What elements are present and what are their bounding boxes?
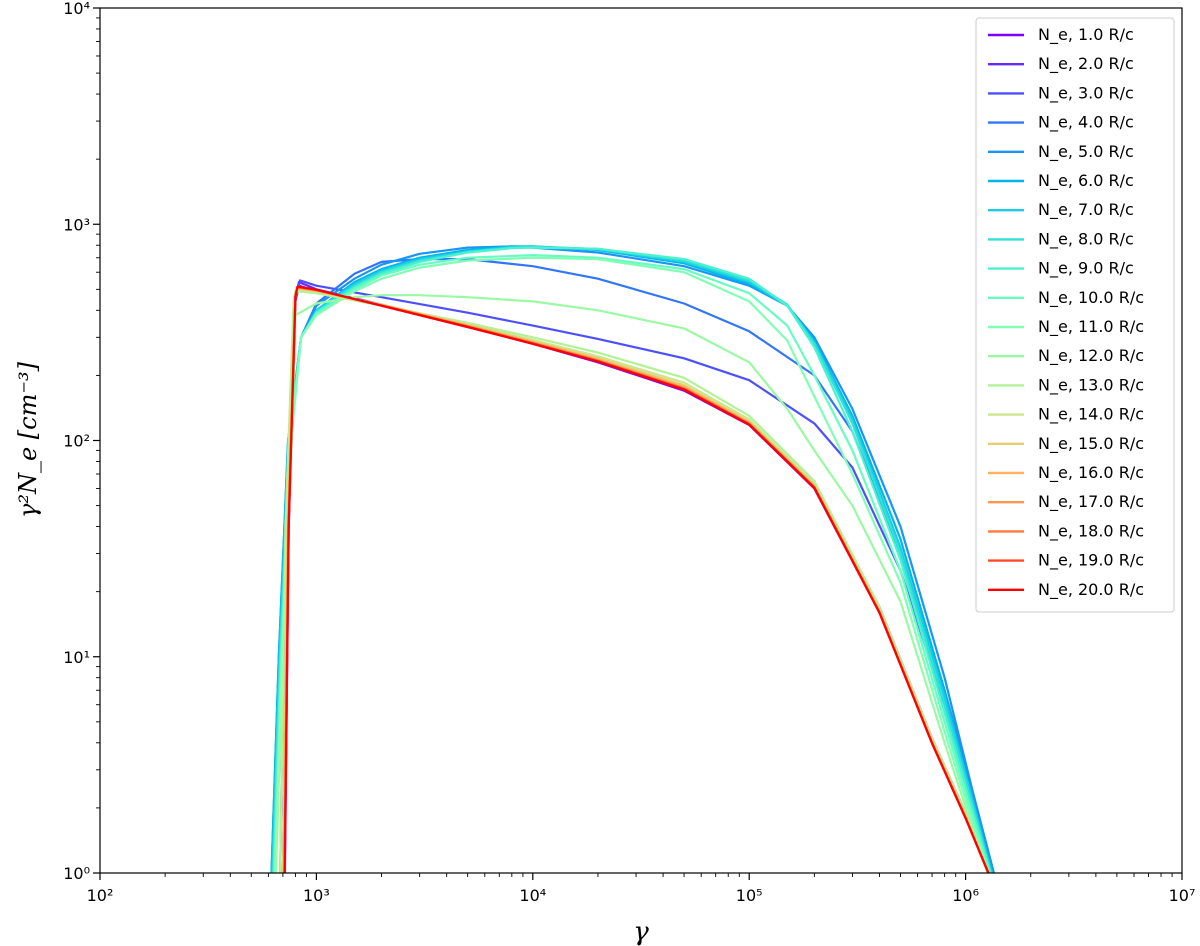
tick-labels-layer: 10² 10³ 10⁴ 10⁵ 10⁶ 10⁷ 10⁰ 10¹ 10² 10³ 10⁴ <box>63 0 1195 905</box>
legend-label: N_e, 12.0 R/c <box>1038 346 1144 366</box>
y-tick-label: 10¹ <box>63 648 90 667</box>
x-tick-label: 10⁶ <box>952 886 979 905</box>
x-tick-label: 10⁴ <box>519 886 546 905</box>
series-line <box>274 256 990 873</box>
series-line <box>282 287 990 873</box>
series-line <box>271 245 993 873</box>
legend-label: N_e, 17.0 R/c <box>1038 492 1144 512</box>
series-line <box>283 285 990 873</box>
y-tick-label: 10² <box>63 432 90 451</box>
x-tick-label: 10⁵ <box>736 886 763 905</box>
legend-label: N_e, 20.0 R/c <box>1038 580 1144 600</box>
legend-label: N_e, 13.0 R/c <box>1038 375 1144 395</box>
y-tick-label: 10³ <box>63 215 90 234</box>
y-axis-label: γ²N_e [cm⁻³] <box>14 361 42 518</box>
series-layer <box>270 245 995 873</box>
legend-label: N_e, 2.0 R/c <box>1038 54 1134 74</box>
y-tick-label: 10⁴ <box>63 0 90 18</box>
series-line <box>270 245 994 873</box>
y-tick-label: 10⁰ <box>63 864 90 883</box>
series-line <box>273 258 995 873</box>
legend-label: N_e, 7.0 R/c <box>1038 200 1134 220</box>
x-axis-label: γ <box>633 917 649 946</box>
series-line <box>281 288 990 873</box>
legend-label: N_e, 10.0 R/c <box>1038 288 1144 308</box>
legend-label: N_e, 15.0 R/c <box>1038 434 1144 454</box>
series-line <box>274 294 990 873</box>
legend-label: N_e, 9.0 R/c <box>1038 259 1134 279</box>
legend-label: N_e, 1.0 R/c <box>1038 25 1134 45</box>
legend-label: N_e, 19.0 R/c <box>1038 551 1144 571</box>
legend-label: N_e, 3.0 R/c <box>1038 83 1134 103</box>
series-line <box>272 246 992 873</box>
legend-label: N_e, 5.0 R/c <box>1038 142 1134 162</box>
x-tick-label: 10² <box>87 886 114 905</box>
legend-label: N_e, 18.0 R/c <box>1038 521 1144 541</box>
x-tick-label: 10⁷ <box>1169 886 1196 905</box>
legend-label: N_e, 11.0 R/c <box>1038 317 1144 337</box>
legend-label: N_e, 4.0 R/c <box>1038 113 1134 133</box>
legend: N_e, 1.0 R/c N_e, 2.0 R/c N_e, 3.0 R/c N_e,… <box>975 17 1175 613</box>
legend-label: N_e, 8.0 R/c <box>1038 229 1134 249</box>
series-line <box>279 290 990 873</box>
legend-label: N_e, 14.0 R/c <box>1038 405 1144 425</box>
legend-label: N_e, 16.0 R/c <box>1038 463 1144 483</box>
legend-box <box>975 17 1175 613</box>
x-tick-label: 10³ <box>303 886 330 905</box>
legend-label: N_e, 6.0 R/c <box>1038 171 1134 191</box>
series-line <box>270 245 995 873</box>
series-line <box>271 245 993 873</box>
ticks-layer <box>93 7 1183 880</box>
